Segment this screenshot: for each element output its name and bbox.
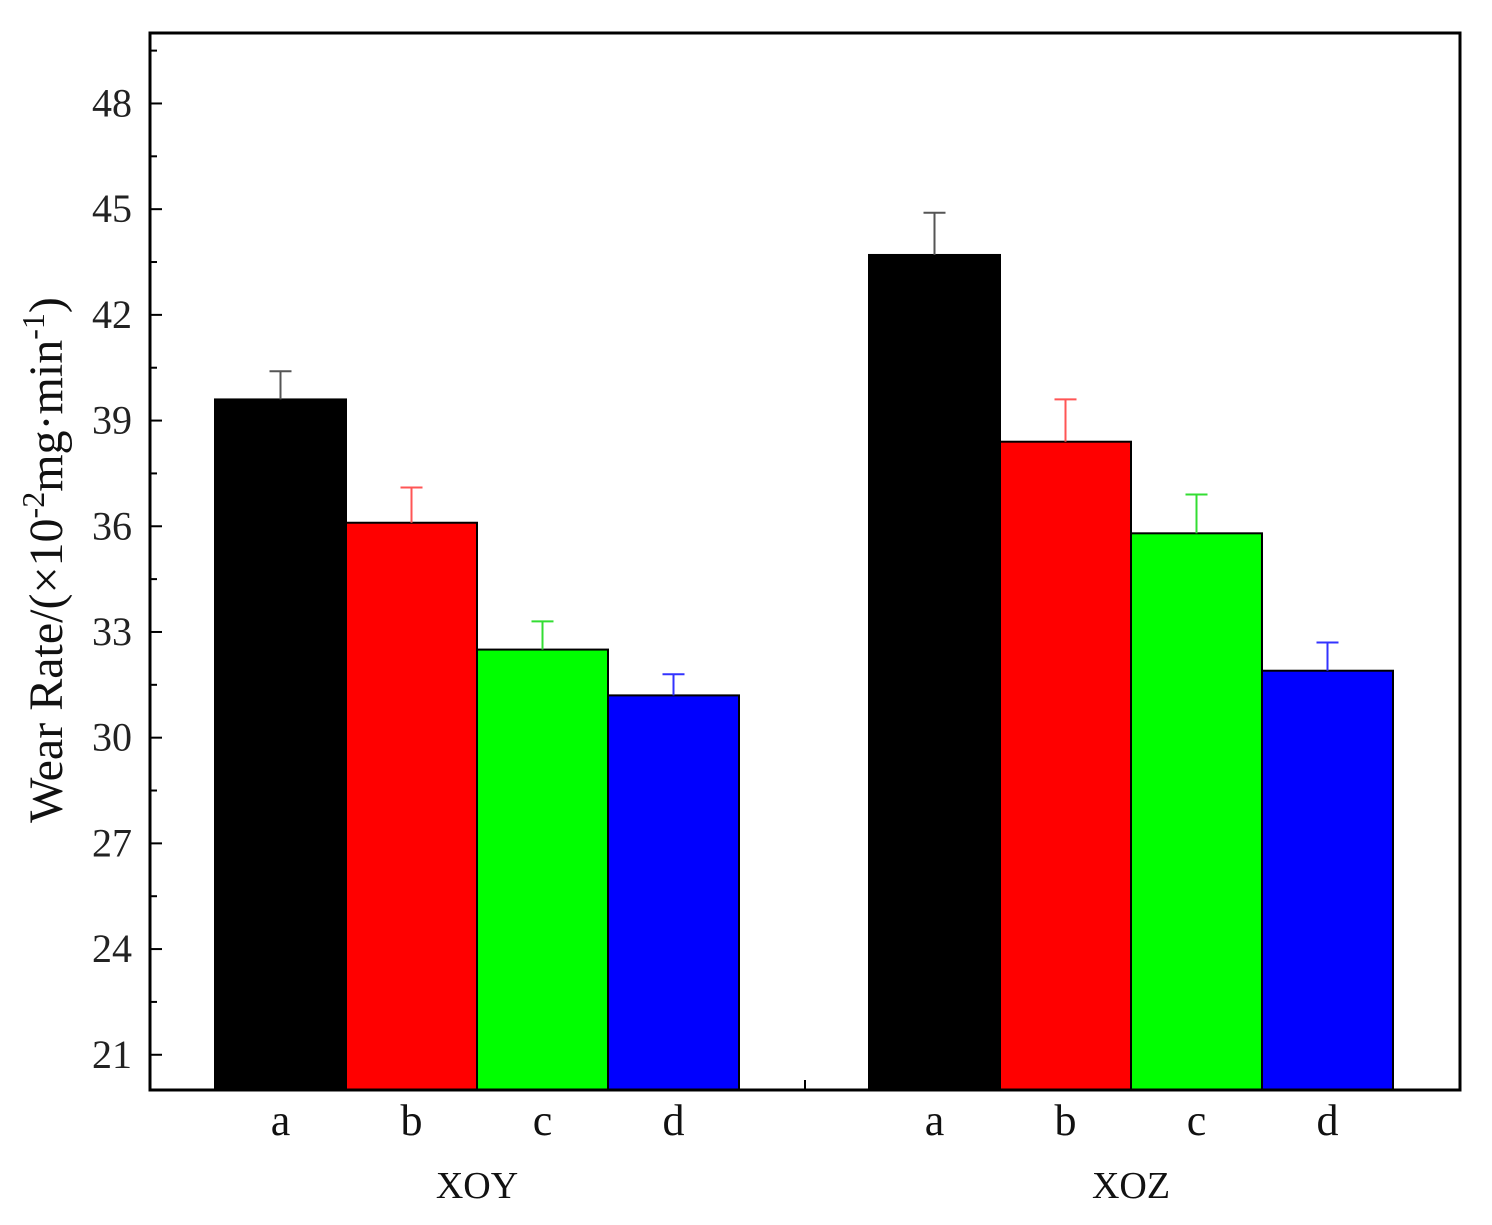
bar-xoz-a (868, 253, 1001, 1092)
x-category-label: a (925, 1096, 945, 1145)
y-tick-label: 45 (92, 186, 132, 231)
bar-xoz-b (999, 440, 1132, 1091)
y-tick-label: 24 (92, 926, 132, 971)
bar-xoy-d (607, 694, 740, 1091)
y-axis-label-prefix: Wear Rate/(×10 (20, 518, 73, 822)
bar-xoz-d (1261, 669, 1394, 1091)
x-category-label: b (401, 1096, 423, 1145)
y-tick-label: 39 (92, 398, 132, 443)
bar-xoz-c (1130, 532, 1263, 1091)
y-axis-label-suffix: ) (20, 297, 73, 313)
x-group-label: XOY (436, 1165, 518, 1207)
y-tick-label: 42 (92, 292, 132, 337)
x-category-label: c (1187, 1096, 1207, 1145)
x-group-label: XOZ (1092, 1165, 1170, 1207)
x-category-label: a (271, 1096, 291, 1145)
y-axis-label: Wear Rate/(×10-2mg·min-1) (15, 297, 73, 823)
bar-xoy-c (476, 648, 609, 1091)
y-axis-label-sup2: -1 (15, 313, 51, 340)
x-category-label: b (1055, 1096, 1077, 1145)
x-category-label: d (663, 1096, 685, 1145)
bar-xoy-a (214, 398, 347, 1091)
x-category-label: d (1317, 1096, 1339, 1145)
y-tick-label: 30 (92, 715, 132, 760)
y-tick-label: 48 (92, 80, 132, 125)
y-axis-label-sup1: -2 (15, 492, 51, 519)
bar-xoy-b (345, 521, 478, 1091)
y-axis-label-middle: mg·min (20, 340, 73, 492)
y-axis-ticks: 21 24 27 30 33 36 39 42 45 48 (92, 49, 806, 1090)
y-tick-label: 36 (92, 503, 132, 548)
bars-layer (214, 253, 1394, 1092)
y-tick-label: 33 (92, 609, 132, 654)
axis-labels: a b c d XOY a b c d XOZ (271, 1096, 1339, 1207)
error-bars-layer (269, 211, 1339, 696)
x-category-label: c (533, 1096, 553, 1145)
y-tick-label: 21 (92, 1032, 132, 1077)
y-tick-label: 27 (92, 820, 132, 865)
